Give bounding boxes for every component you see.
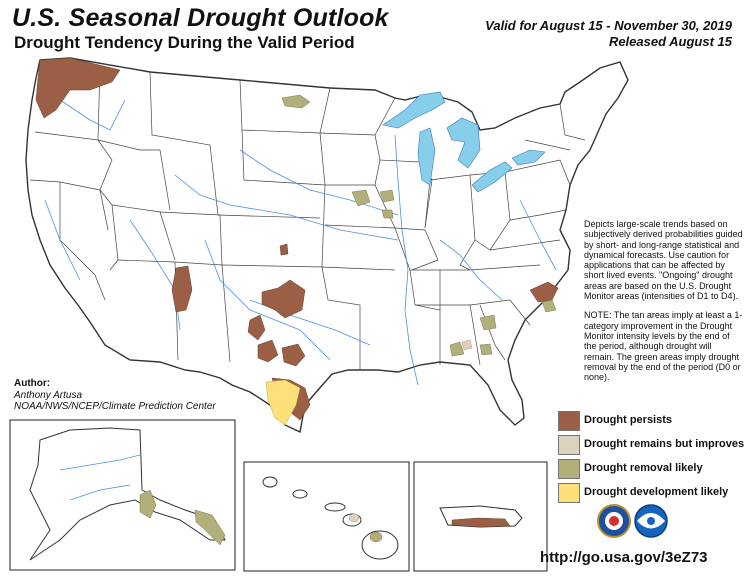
legend-label-development: Drought development likely	[584, 486, 729, 498]
valid-dates: Valid for August 15 - November 30, 2019	[485, 18, 732, 33]
description-paragraph-1: Depicts large-scale trends based on subj…	[584, 219, 743, 302]
alaska-rivers	[59, 454, 141, 501]
legend-label-persists: Drought persists	[584, 414, 673, 426]
alaska-removal-area	[139, 489, 157, 519]
legend-swatch-removal	[558, 459, 580, 479]
author-org: NOAA/NWS/NCEP/Climate Prediction Center	[14, 401, 216, 412]
nws-seal-icon	[597, 504, 631, 538]
noaa-logo-icon	[634, 504, 668, 538]
description-text: Depicts large-scale trends based on subj…	[584, 219, 744, 391]
great-lakes	[382, 91, 546, 193]
hawaii-big-island-removal	[369, 531, 383, 543]
alaska-panhandle-removal	[194, 509, 226, 546]
legend-swatch-development	[558, 483, 580, 503]
author-label: Author:	[14, 378, 51, 389]
legend-label-improves: Drought remains but improves	[584, 438, 745, 450]
author-name: Anthony Artusa	[14, 389, 83, 401]
drought-development-areas	[265, 379, 301, 426]
description-paragraph-2: NOTE: The tan areas imply at least a 1-c…	[584, 310, 743, 383]
map-subtitle: Drought Tendency During the Valid Period	[14, 33, 355, 52]
puerto-rico-persists-area	[451, 517, 511, 528]
source-url[interactable]: http://go.usa.gov/3eZ73	[540, 549, 708, 566]
alaska-outline	[29, 427, 226, 561]
release-date: Released August 15	[608, 34, 732, 49]
drought-improves-areas	[461, 339, 473, 351]
legend-label-removal: Drought removal likely	[584, 462, 703, 474]
drought-removal-areas	[281, 94, 557, 357]
map-title: U.S. Seasonal Drought Outlook	[12, 4, 389, 32]
valid-period: Valid for August 15 - November 30, 2019 …	[485, 18, 732, 50]
author-block: Author: Anthony Artusa NOAA/NWS/NCEP/Cli…	[14, 378, 216, 413]
legend-swatch-improves	[558, 435, 580, 455]
hawaii-maui-improves	[348, 513, 360, 523]
legend-swatch-persists	[558, 411, 580, 431]
